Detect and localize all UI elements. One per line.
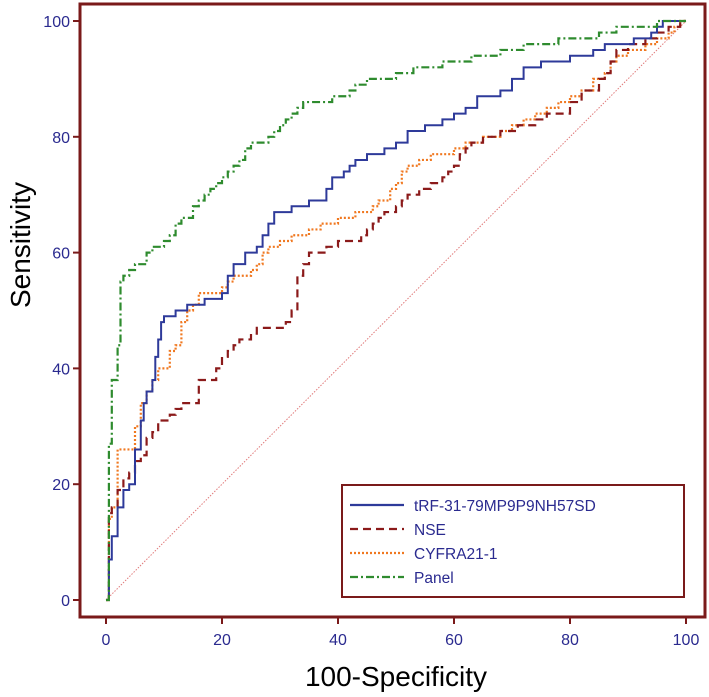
x-tick-label: 20 (213, 632, 231, 649)
y-tick-label: 80 (52, 130, 70, 147)
legend-label: NSE (414, 522, 446, 539)
legend-label: tRF-31-79MP9P9NH57SD (414, 498, 596, 515)
x-tick-label: 80 (561, 632, 579, 649)
y-axis-title: Sensitivity (5, 182, 36, 308)
axis-ticks: 0 20 40 60 80 100 0 20 40 60 80 100 (43, 14, 699, 649)
y-tick-label: 60 (52, 246, 70, 263)
plot-frame (78, 2, 707, 619)
y-tick-label: 0 (61, 593, 70, 610)
y-tick-label: 40 (52, 361, 70, 378)
series-layer (106, 19, 686, 602)
y-tick-label: 100 (43, 14, 70, 31)
x-tick-label: 0 (102, 632, 111, 649)
x-tick-label: 40 (329, 632, 347, 649)
legend-label: Panel (414, 570, 454, 587)
x-tick-label: 60 (445, 632, 463, 649)
x-axis-title: 100-Specificity (305, 661, 487, 692)
plot-area (78, 2, 707, 619)
series-line-trf-31-79mp9p9nh57sd (106, 20, 686, 601)
series-line-cyfra21-1 (106, 19, 686, 602)
legend-label: CYFRA21-1 (414, 546, 498, 563)
legend-box (341, 484, 685, 598)
x-tick-label: 100 (673, 632, 700, 649)
y-tick-label: 20 (52, 477, 70, 494)
legend: tRF-31-79MP9P9NH57SD NSE CYFRA21-1 Panel (341, 484, 685, 598)
